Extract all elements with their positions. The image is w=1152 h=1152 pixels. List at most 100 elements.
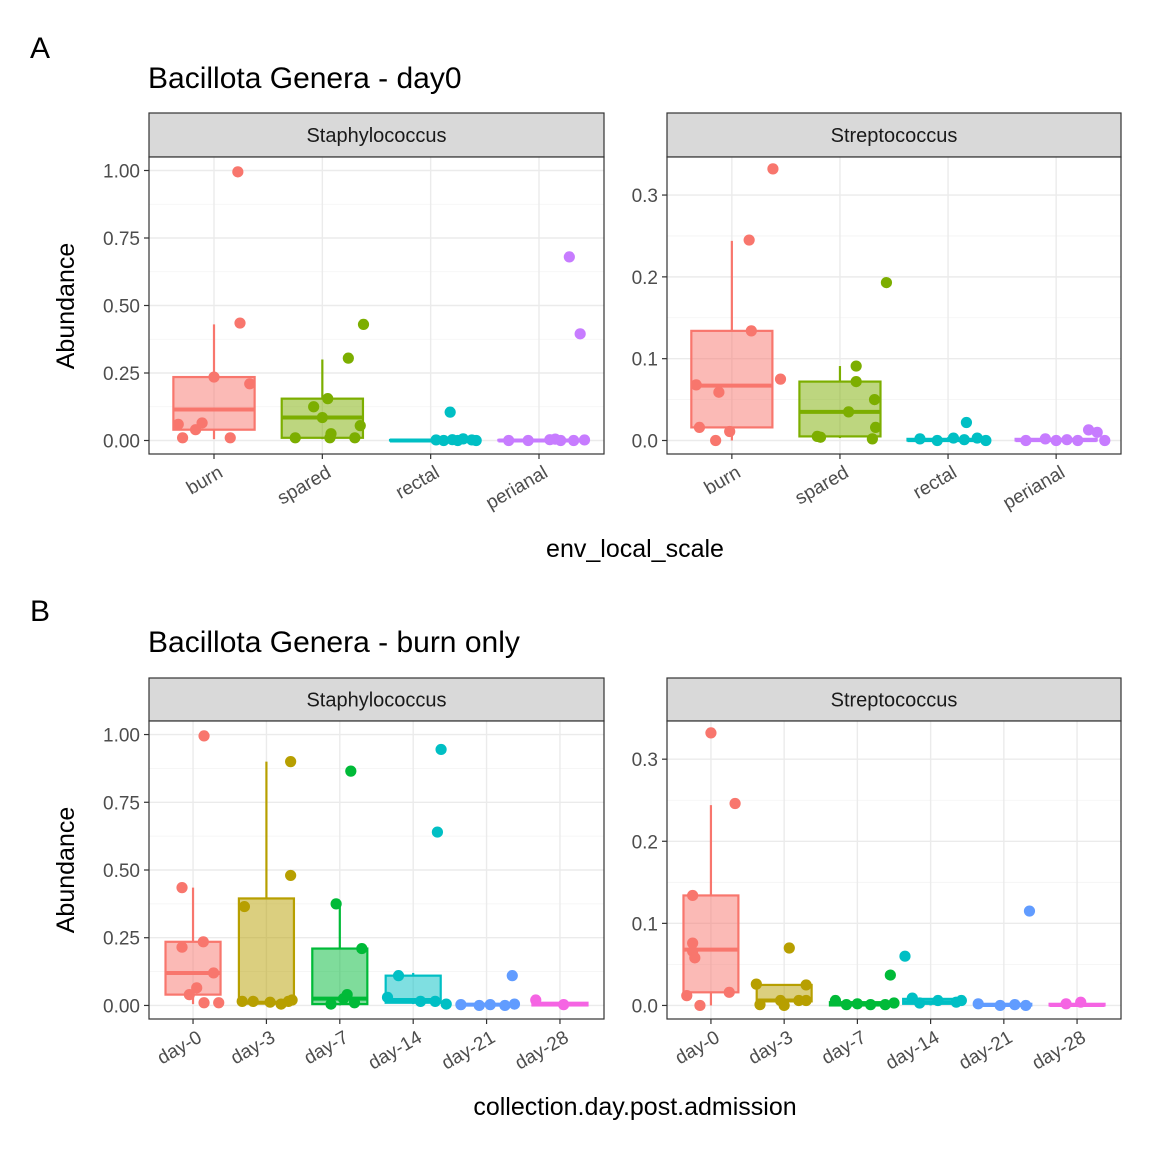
facet-b-streptococcus-y-tick-label: 0.2 (632, 832, 658, 853)
facet-a-staphylococcus-point-burn (208, 371, 220, 383)
facet-a-staphylococcus-point-burn (172, 418, 184, 430)
facet-b-staphylococcus-y-tick-label: 1.00 (103, 726, 140, 747)
facet-b-streptococcus-point-day-7 (864, 999, 877, 1011)
facet-b-staphylococcus-point-day-0 (198, 997, 210, 1009)
figure-b-title: Bacillota Genera - burn only (148, 626, 520, 659)
facet-a-streptococcus-point-perianal (1091, 426, 1103, 438)
facet-a-staphylococcus: Staphylococcus 0.00 0.25 0.50 0.75 1.00 burn sp… (103, 112, 605, 514)
facet-a-streptococcus-point-spared (850, 360, 862, 372)
facet-a-streptococcus-point-rectal (958, 434, 970, 446)
facet-a-staphylococcus-point-rectal (457, 433, 469, 445)
facet-b-staphylococcus-x-tick-label: day-0 (154, 1027, 206, 1069)
facet-a-streptococcus-point-burn (690, 379, 702, 391)
facet-b-streptococcus-point-day-0 (687, 937, 699, 949)
facet-a-staphylococcus-strip-label: Staphylococcus (306, 125, 446, 147)
facet-b-streptococcus-point-day-7 (851, 998, 863, 1010)
facet-b-staphylococcus-point-day-14 (429, 995, 441, 1007)
facet-b-streptococcus-point-day-3 (754, 999, 766, 1011)
facet-a-staphylococcus-point-spared (308, 401, 320, 413)
facet-b-streptococcus-point-day-0 (729, 797, 741, 810)
facet-b-streptococcus-x-tick-label: day-28 (1029, 1027, 1090, 1074)
facet-a-streptococcus-point-rectal (931, 434, 943, 447)
facet-a-streptococcus-point-burn (774, 373, 787, 385)
facet-b-staphylococcus-point-day-7 (356, 942, 368, 955)
facet-b-staphylococcus-point-day-28 (558, 999, 570, 1011)
facet-a-staphylococcus-point-burn (244, 378, 256, 390)
facet-a-staphylococcus-point-spared (324, 432, 336, 444)
facet-b-staphylococcus-point-day-0 (213, 997, 225, 1009)
facet-b-staphylococcus-point-day-3 (264, 996, 276, 1008)
facet-a-staphylococcus-point-perianal (555, 434, 567, 447)
facet-b-staphylococcus-y-tick-label: 0.50 (103, 861, 140, 882)
facet-b-streptococcus-y-tick-label: 0.1 (632, 914, 658, 935)
facet-a-staphylococcus-x-tick-label: burn (183, 462, 226, 499)
facet-a-staphylococcus-point-burn (234, 317, 246, 329)
facet-b-staphylococcus-point-day-7 (337, 993, 350, 1005)
facet-b-streptococcus-point-day-7 (829, 994, 842, 1007)
facet-b-staphylococcus-strip (148, 677, 605, 722)
facet-b-staphylococcus: Staphylococcus 0.00 0.25 0.50 0.75 1.00 day-0 d… (103, 677, 605, 1074)
facet-b-streptococcus-strip (666, 677, 1122, 722)
facet-b-staphylococcus-point-day-14 (392, 970, 405, 982)
facet-a-streptococcus-point-rectal (980, 434, 992, 447)
facet-a-streptococcus-point-burn (745, 325, 757, 337)
facet-b-staphylococcus-strip-label: Staphylococcus (306, 690, 446, 712)
facet-a-staphylococcus-x-tick-label: spared (274, 462, 335, 509)
facet-a-streptococcus-point-perianal (1039, 433, 1051, 445)
facet-b-streptococcus-point-day-14 (932, 994, 944, 1007)
facet-b-streptococcus-point-day-0 (689, 952, 701, 964)
facet-a-streptococcus-point-burn (713, 386, 725, 398)
facet-a-streptococcus-point-spared (868, 393, 881, 406)
facet-b-staphylococcus-point-day-21 (499, 999, 511, 1012)
facet-b-streptococcus-x-tick-label: day-21 (956, 1027, 1017, 1074)
facet-a-streptococcus-point-spared (814, 431, 827, 443)
facet-a-staphylococcus-point-spared (349, 432, 361, 444)
facet-b-streptococcus-point-day-28 (1060, 998, 1072, 1010)
facet-b-staphylococcus-point-day-21 (455, 999, 467, 1011)
facet-a-streptococcus-point-burn (767, 163, 779, 175)
facet-a-streptococcus-box-burn (690, 240, 774, 441)
facet-a-staphylococcus-point-spared (316, 411, 328, 424)
facet-b-staphylococcus-point-day-14 (440, 998, 452, 1010)
facet-b-staphylococcus-point-day-21 (473, 999, 485, 1012)
facet-b-streptococcus-x-tick-label: day-0 (672, 1027, 724, 1069)
facet-a-streptococcus-point-burn (710, 434, 722, 447)
facet-b-streptococcus-point-day-0 (694, 999, 706, 1012)
facet-b-staphylococcus-point-day-0 (183, 989, 195, 1001)
facet-a-staphylococcus-point-rectal (470, 434, 482, 447)
facet-b-staphylococcus-point-day-21 (506, 970, 518, 982)
figure-b-y-axis-title: Abundance (52, 807, 80, 934)
facet-a-streptococcus-panel-border (666, 156, 1122, 455)
facet-a-streptococcus-y-tick-label: 0.1 (632, 350, 658, 371)
facet-b-staphylococcus-point-day-0 (198, 730, 210, 742)
facet-a-staphylococcus-point-perianal (578, 434, 591, 446)
facet-b-staphylococcus-point-day-3 (286, 994, 298, 1006)
facet-a-streptococcus-point-perianal (1050, 434, 1062, 447)
facet-a-streptococcus-y-tick-label: 0.0 (632, 432, 658, 453)
facet-b-streptococcus-point-day-7 (888, 997, 900, 1009)
facet-b-staphylococcus-point-day-28 (530, 994, 542, 1006)
facet-a-streptococcus-y-tick-label: 0.2 (632, 268, 658, 289)
facet-b-streptococcus-point-day-3 (783, 942, 795, 954)
figure-a-y-axis-title: Abundance (52, 243, 80, 370)
facet-b-streptococcus-point-day-28 (1075, 996, 1087, 1008)
facet-b-staphylococcus-x-tick-label: day-21 (438, 1027, 499, 1074)
facet-a-streptococcus-point-perianal (1020, 434, 1032, 447)
facet-b-streptococcus-point-day-0 (687, 889, 699, 902)
facet-b-staphylococcus-y-tick-label: 0.75 (103, 793, 140, 814)
figure-a-title: Bacillota Genera - day0 (148, 62, 462, 95)
facet-a-staphylococcus-x-tick-label: rectal (392, 462, 443, 503)
box-body (798, 380, 882, 438)
facet-b-staphylococcus-y-tick-label: 0.00 (103, 996, 140, 1017)
box-body (172, 375, 256, 431)
facet-b-staphylococcus-x-tick-label: day-3 (227, 1027, 279, 1069)
facet-b-staphylococcus-point-day-14 (431, 826, 444, 838)
figure-a: A Bacillota Genera - day0 Abundance env_… (30, 32, 1122, 563)
facet-b-staphylococcus-point-day-3 (236, 995, 248, 1007)
panel-letter-a: A (30, 32, 50, 65)
facet-a-streptococcus-point-rectal (971, 432, 983, 444)
facet-b-staphylococcus-point-day-0 (191, 982, 203, 994)
facet-b-staphylococcus-point-day-7 (330, 898, 342, 910)
facet-b-streptococcus-point-day-7 (840, 999, 853, 1011)
